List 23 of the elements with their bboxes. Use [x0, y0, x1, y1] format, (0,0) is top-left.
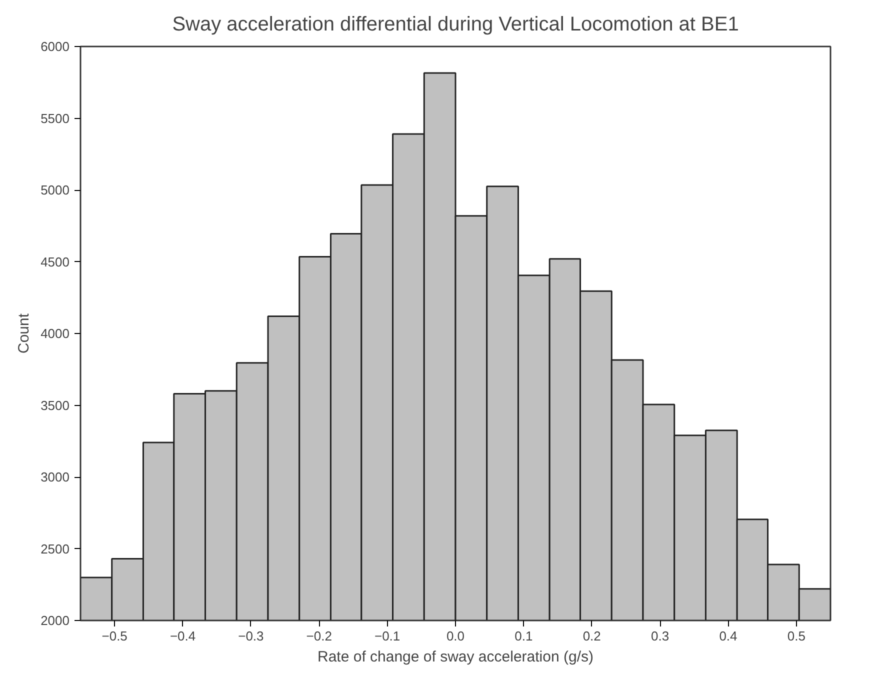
x-tick-label: 0.3 [651, 628, 670, 644]
x-tick-label: −0.5 [102, 628, 128, 644]
x-tick-label: 0.0 [446, 628, 465, 644]
y-tick-label: 5500 [40, 110, 70, 126]
x-axis-title: Rate of change of sway acceleration (g/s) [318, 648, 594, 666]
y-tick-label: 2500 [40, 541, 70, 556]
x-tick-label: −0.3 [238, 628, 264, 644]
x-tick-label: 0.2 [582, 628, 601, 644]
y-tick-label: 4500 [40, 254, 70, 270]
y-tick-label: 5000 [40, 182, 70, 198]
x-tick-label: 0.1 [514, 628, 533, 644]
y-tick-label: 4000 [40, 326, 70, 341]
x-tick-label: −0.2 [306, 628, 332, 644]
x-tick-label: 0.4 [719, 628, 738, 644]
y-tick-label: 2000 [40, 613, 70, 628]
x-tick-label: 0.5 [787, 628, 806, 644]
y-tick-label: 3000 [40, 470, 70, 484]
y-axis-title: Count [16, 312, 33, 354]
chart-title: Sway acceleration differential during Vertical Locomotion at BE1 [172, 14, 739, 36]
x-tick-label: −0.1 [374, 628, 400, 644]
x-tick-label: −0.4 [170, 628, 196, 644]
y-tick-label: 3500 [40, 398, 70, 413]
y-tick-label: 6000 [40, 39, 70, 54]
